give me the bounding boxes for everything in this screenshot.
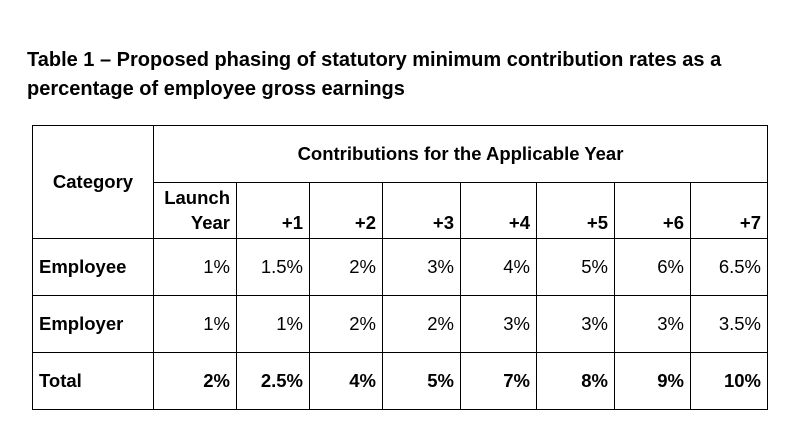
- table-cell: 2%: [153, 352, 237, 410]
- year-header-launch: Launch Year: [153, 182, 237, 239]
- table-row-employee: Employee 1% 1.5% 2% 3% 4% 5% 6% 6.5%: [32, 238, 768, 296]
- table-cell: 2%: [309, 238, 383, 296]
- category-header: Category: [32, 125, 154, 239]
- year-header-plus-2: +2: [309, 182, 383, 239]
- table-cell: 2%: [382, 295, 461, 353]
- year-header-launch-line2: Year: [190, 212, 230, 233]
- header-row-years: Launch Year +1 +2 +3 +4 +5 +6 +7: [33, 182, 768, 239]
- table-cell: 3%: [536, 295, 615, 353]
- table-row-total: Total 2% 2.5% 4% 5% 7% 8% 9% 10%: [32, 352, 768, 410]
- row-label-total: Total: [32, 352, 154, 410]
- table-cell: 6%: [614, 238, 691, 296]
- year-header-plus-5: +5: [536, 182, 615, 239]
- year-header-plus-4: +4: [460, 182, 537, 239]
- table-cell: 1%: [236, 295, 310, 353]
- year-header-plus-7: +7: [690, 182, 768, 239]
- row-label-employee: Employee: [32, 238, 154, 296]
- year-header-plus-6: +6: [614, 182, 691, 239]
- table-cell: 1%: [153, 295, 237, 353]
- year-header-launch-line1: Launch: [164, 187, 230, 208]
- table-caption: Table 1 – Proposed phasing of statutory …: [27, 49, 722, 100]
- table-cell: 9%: [614, 352, 691, 410]
- table-cell: 4%: [460, 238, 537, 296]
- table-row-employer: Employer 1% 1% 2% 2% 3% 3% 3% 3.5%: [32, 295, 768, 353]
- year-header-launch-text: Launch Year: [164, 185, 230, 235]
- table-cell: 4%: [309, 352, 383, 410]
- table-cell: 2.5%: [236, 352, 310, 410]
- table-cell: 7%: [460, 352, 537, 410]
- table-cell: 3%: [382, 238, 461, 296]
- header-row-top: Category Contributions for the Applicabl…: [32, 125, 768, 239]
- contributions-year-header: Contributions for the Applicable Year: [153, 125, 768, 183]
- table-cell: 10%: [690, 352, 768, 410]
- table-cell: 3.5%: [690, 295, 768, 353]
- table-cell: 3%: [614, 295, 691, 353]
- year-header-plus-1: +1: [236, 182, 310, 239]
- row-label-employer: Employer: [32, 295, 154, 353]
- table-cell: 6.5%: [690, 238, 768, 296]
- year-header-plus-3: +3: [382, 182, 461, 239]
- table-cell: 1.5%: [236, 238, 310, 296]
- table-cell: 3%: [460, 295, 537, 353]
- table-cell: 1%: [153, 238, 237, 296]
- table-cell: 2%: [309, 295, 383, 353]
- contribution-rates-table: Category Contributions for the Applicabl…: [32, 125, 768, 410]
- table-cell: 5%: [536, 238, 615, 296]
- table-cell: 8%: [536, 352, 615, 410]
- table-cell: 5%: [382, 352, 461, 410]
